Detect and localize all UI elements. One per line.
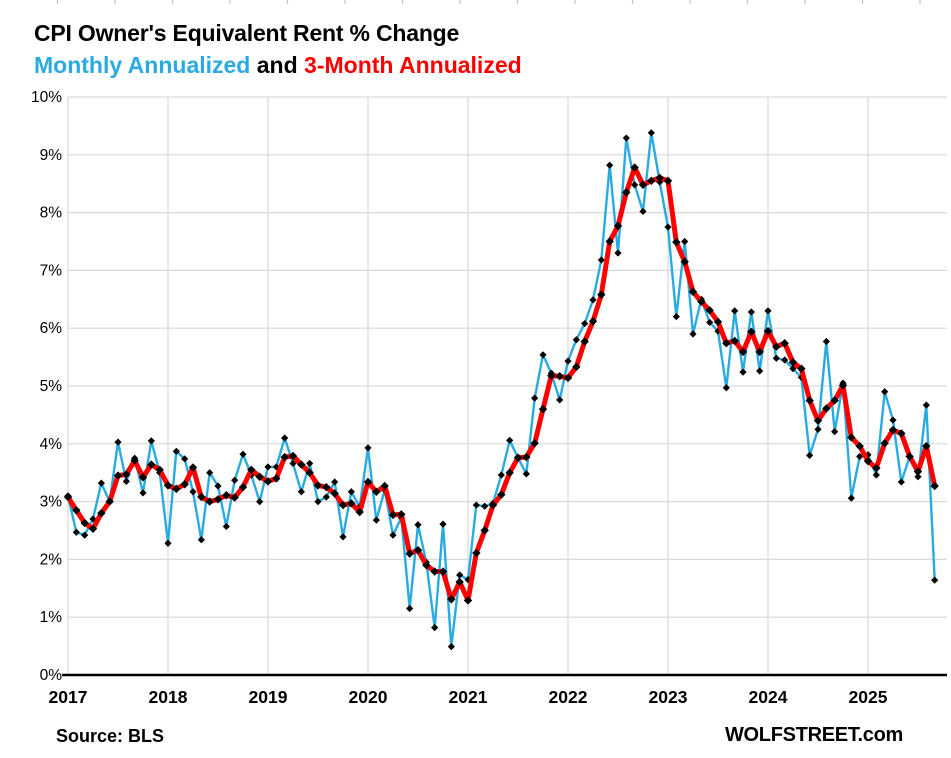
three-month-annualized-line — [65, 165, 938, 603]
svg-text:2019: 2019 — [249, 687, 288, 707]
svg-text:2020: 2020 — [349, 687, 388, 707]
svg-text:2024: 2024 — [749, 687, 788, 707]
svg-text:2021: 2021 — [449, 687, 488, 707]
svg-text:2025: 2025 — [849, 687, 888, 707]
svg-text:2017: 2017 — [49, 687, 88, 707]
svg-text:0%: 0% — [40, 667, 63, 684]
svg-text:1%: 1% — [40, 609, 63, 626]
top-edge-ticks — [56, 0, 921, 4]
source-label: Source: BLS — [56, 726, 165, 746]
legend-3-month-annualized: 3-Month Annualized — [304, 52, 522, 78]
legend-connector: and — [250, 52, 305, 78]
svg-text:10%: 10% — [31, 89, 62, 106]
x-axis-labels: 2017 2018 2019 2020 2021 2022 2023 2024 2025 — [49, 687, 888, 707]
chart-subtitle-legend: Monthly Annualized and 3-Month Annualize… — [34, 52, 522, 79]
svg-text:6%: 6% — [40, 320, 63, 337]
svg-text:2%: 2% — [40, 551, 63, 568]
svg-text:5%: 5% — [40, 378, 63, 395]
chart-title: CPI Owner's Equivalent Rent % Change — [34, 20, 460, 46]
svg-text:2023: 2023 — [649, 687, 688, 707]
y-axis-labels: 0% 1% 2% 3% 4% 5% 6% 7% 8% 9% 10% — [31, 89, 62, 684]
svg-text:8%: 8% — [40, 205, 63, 222]
three-month-annualized-markers — [63, 163, 939, 605]
svg-text:7%: 7% — [40, 262, 63, 279]
wolfstreet-brand: WOLFSTREET.com — [724, 724, 903, 746]
svg-text:3%: 3% — [40, 494, 63, 511]
svg-text:2018: 2018 — [149, 687, 188, 707]
svg-text:4%: 4% — [40, 436, 63, 453]
svg-text:2022: 2022 — [549, 687, 588, 707]
svg-text:9%: 9% — [40, 147, 63, 164]
legend-monthly-annualized: Monthly Annualized — [34, 52, 251, 78]
gridlines — [67, 96, 947, 675]
